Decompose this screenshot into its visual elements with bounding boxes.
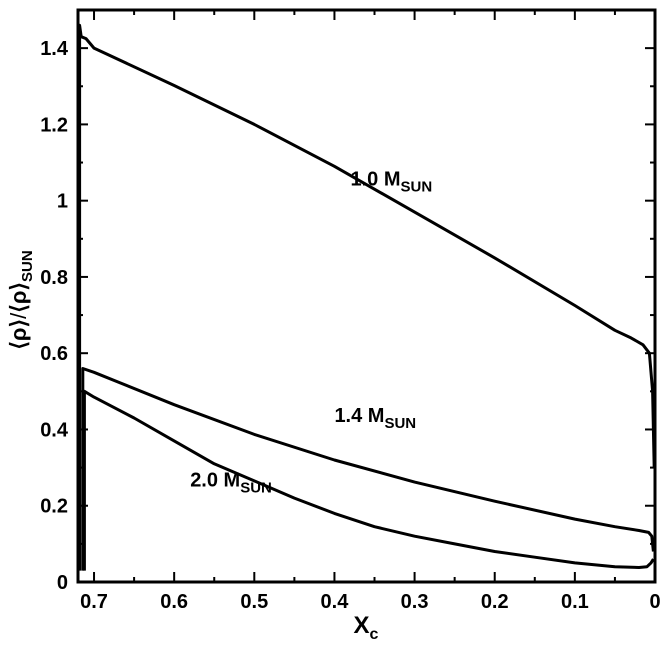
y-tick-label: 1 [57, 191, 68, 213]
series-label-1: 1.4 MSUN [334, 405, 416, 432]
x-tick-label: 0.5 [240, 591, 268, 613]
y-tick-label: 0.2 [40, 496, 68, 518]
y-tick-label: 0.8 [40, 267, 68, 289]
series-line-0 [78, 23, 656, 571]
ticks-layer: 0.7 0.6 0.5 0.4 0.3 0.2 0.1 0 0 0.2 0.4 0.6 0.8 1 1.2 1… [40, 10, 661, 613]
plot-frame [76, 8, 657, 584]
x-tick-label: 0.4 [321, 591, 350, 613]
x-tick-label: 0.2 [481, 591, 509, 613]
annotations-layer: 1.0 MSUN 1.4 MSUN 2.0 MSUN [190, 168, 432, 496]
y-tick-label: 0.4 [40, 419, 69, 441]
x-tick-label: 0.7 [80, 591, 108, 613]
series-label-2: 2.0 MSUN [190, 470, 272, 497]
y-tick-label: 0.6 [40, 343, 68, 365]
y-tick-label: 1.4 [40, 38, 69, 60]
x-axis-title: Xc [354, 612, 379, 643]
y-axis-title: ⟨ρ⟩/⟨ρ⟩SUN [6, 250, 36, 349]
curves-layer [78, 23, 656, 571]
x-tick-label: 0.1 [561, 591, 589, 613]
series-label-0: 1.0 MSUN [350, 168, 432, 195]
x-tick-label: 0 [649, 591, 660, 613]
series-line-1 [81, 367, 655, 571]
series-line-2 [82, 389, 655, 571]
y-axis-title-sub: SUN [19, 250, 36, 282]
y-tick-label: 0 [57, 572, 68, 594]
y-tick-label: 1.2 [40, 114, 68, 136]
x-tick-label: 0.3 [401, 591, 429, 613]
x-tick-label: 0.6 [160, 591, 188, 613]
x-axis-title-sub: c [370, 626, 379, 643]
